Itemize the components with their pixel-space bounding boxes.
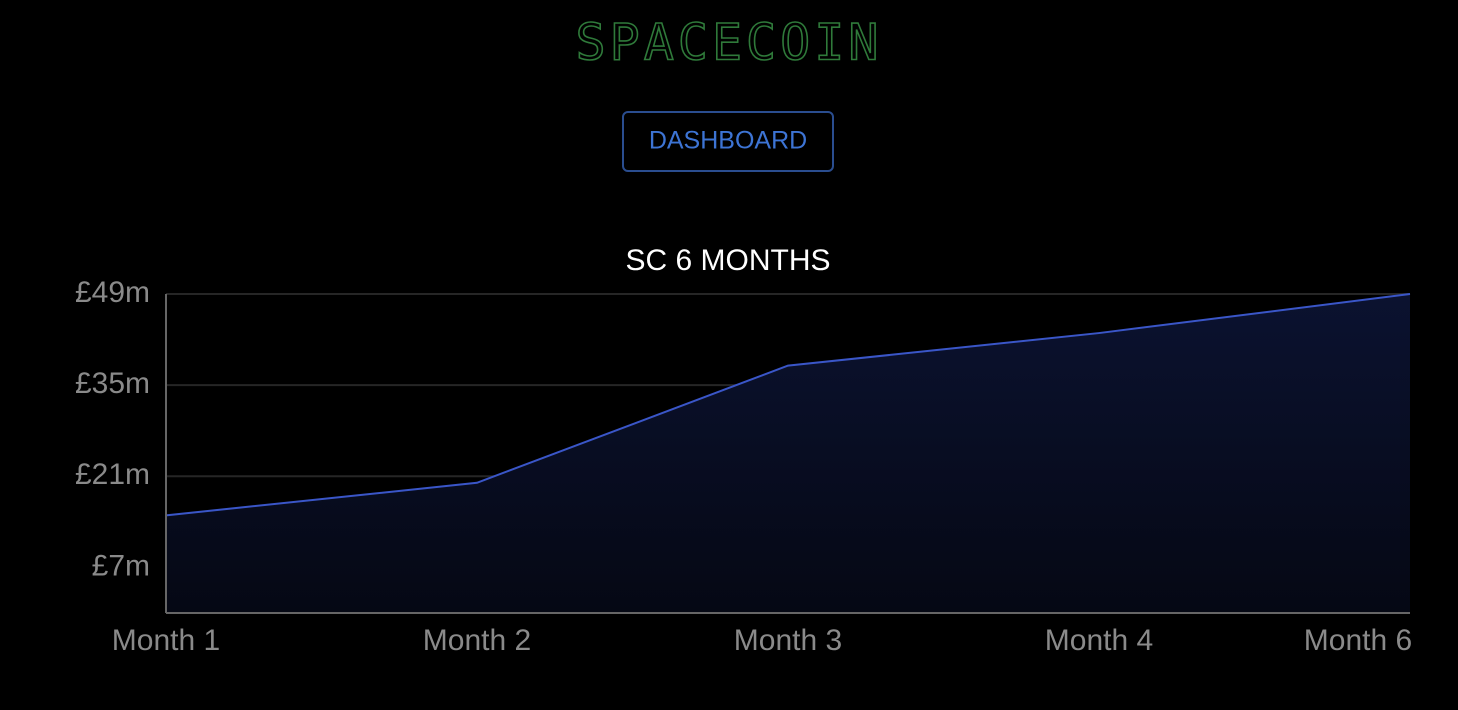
y-tick-label: £35m [75, 367, 150, 400]
x-tick-label: Month 4 [1045, 624, 1153, 657]
x-tick-label: Month 6 [1304, 624, 1412, 657]
y-tick-label: £7m [92, 549, 150, 582]
line [165, 293, 1411, 517]
y-tick-label: £21m [75, 458, 150, 491]
button-frame[interactable] [622, 111, 834, 172]
dashboard-button[interactable]: DASHBOARD [622, 111, 834, 172]
x-tick-label: Month 3 [734, 624, 842, 657]
chart-title: SC 6 MONTHS [625, 244, 830, 277]
x-tick-label: Month 1 [112, 624, 220, 657]
area-fill [166, 294, 1410, 613]
x-tick-label: Month 2 [423, 624, 531, 657]
logo: SPACECOIN [576, 14, 883, 72]
y-tick-label: £49m [75, 276, 150, 309]
button-label[interactable]: DASHBOARD [649, 127, 807, 155]
